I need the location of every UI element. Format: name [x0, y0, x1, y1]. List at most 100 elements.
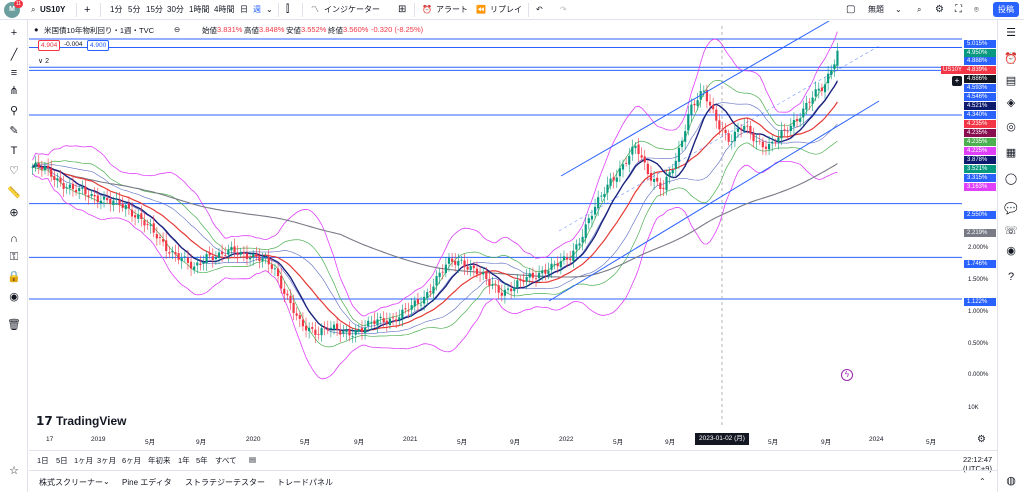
candle-body — [233, 246, 236, 253]
candle-body — [373, 320, 376, 325]
price-chart[interactable] — [29, 21, 996, 449]
range-3m[interactable]: 3ヶ月 — [97, 456, 117, 465]
candle-body — [99, 200, 103, 204]
help-icon[interactable]: ? — [1007, 271, 1015, 283]
lock-drawing-icon[interactable]: ⚿ — [9, 251, 19, 263]
dom-icon[interactable]: ◍ — [1006, 475, 1016, 487]
chat-bubble-icon[interactable]: ☏ — [1004, 225, 1018, 237]
heart-icon[interactable]: ♡ — [9, 165, 19, 177]
candle-type-icon[interactable]: ⫿ — [286, 4, 290, 15]
buy-price-button[interactable]: 4.900 — [87, 40, 110, 51]
candle-body — [370, 321, 373, 323]
trend-line-icon[interactable]: ╱ — [10, 49, 18, 61]
gear-icon[interactable]: ⚙ — [977, 434, 986, 445]
range-5d[interactable]: 5日 — [56, 456, 68, 465]
add-alert-plus-icon[interactable]: + — [952, 76, 962, 86]
interval-1w[interactable]: 週 — [253, 5, 261, 14]
range-all[interactable]: すべて — [215, 456, 237, 465]
pitchfork-icon[interactable]: ⋔ — [9, 85, 19, 97]
tab-stock-screener[interactable]: 株式スクリーナー — [39, 478, 103, 487]
star-icon[interactable]: ☆ — [9, 465, 19, 477]
alarm-clock-icon[interactable]: ⏰ — [422, 5, 432, 14]
eye-icon[interactable]: ◉ — [9, 291, 19, 303]
symbol-title[interactable]: 米国債10年物利回り・1週・TVC — [44, 26, 155, 35]
range-ytd[interactable]: 年初来 — [148, 456, 171, 465]
interval-1m[interactable]: 1分 — [110, 5, 123, 14]
crosshair-icon[interactable]: + — [10, 27, 18, 39]
range-1m[interactable]: 1ヶ月 — [74, 456, 94, 465]
chevron-down-icon[interactable]: ⊖ — [174, 25, 181, 34]
candle-body — [475, 268, 479, 275]
tab-trading-panel[interactable]: トレードパネル — [277, 478, 333, 487]
brush-icon[interactable]: ✎ — [9, 125, 19, 137]
chevron-down-icon[interactable]: ⌄ — [266, 5, 273, 14]
date-range-calendar-icon[interactable]: ▤ — [249, 455, 257, 464]
close-value: 3.560% — [343, 25, 369, 34]
tab-pine-editor[interactable]: Pine エディタ — [122, 478, 172, 487]
text-tool-icon[interactable]: T — [10, 145, 18, 157]
candle-body — [168, 252, 171, 254]
interval-30m[interactable]: 30分 — [167, 5, 184, 14]
interval-15m[interactable]: 15分 — [146, 5, 163, 14]
tab-strategy-tester[interactable]: ストラテジーテスター — [185, 478, 265, 487]
trash-icon[interactable]: 🗑 — [7, 319, 21, 331]
tradingview-logo[interactable]: 𝟭𝟳 TradingView — [36, 414, 127, 428]
publish-button[interactable]: 投稿 — [993, 2, 1019, 17]
candle-body — [127, 203, 130, 209]
chat-icon[interactable]: 💬 — [1004, 203, 1018, 215]
range-6m[interactable]: 6ヶ月 — [122, 456, 142, 465]
ruler-icon[interactable]: 📏 — [7, 187, 21, 199]
candle-body — [155, 233, 158, 239]
candle-body — [158, 237, 162, 238]
collapse-panel-icon[interactable]: ⌃ — [979, 477, 986, 486]
interval-4h[interactable]: 4時間 — [214, 5, 235, 14]
candle-body — [609, 178, 612, 186]
candle-body — [497, 285, 500, 293]
indicator-collapse-toggle[interactable]: ∨ 2 — [38, 58, 49, 65]
interval-1h[interactable]: 1時間 — [189, 5, 210, 14]
lock-icon[interactable]: 🔒 — [7, 271, 21, 283]
compare-symbol-button[interactable]: + — [84, 4, 91, 16]
clock-timezone[interactable]: 22:12:47 (UTC+9) — [963, 455, 993, 473]
layout-name-button[interactable]: 無題 — [868, 5, 884, 14]
data-window-icon[interactable]: ▤ — [1005, 75, 1017, 87]
gear-icon[interactable]: ⚙ — [935, 4, 944, 15]
quick-search-icon[interactable]: ⌕ — [917, 5, 922, 14]
ideas-icon[interactable]: ◯ — [1004, 173, 1018, 185]
calendar-icon[interactable]: ▦ — [1005, 147, 1017, 159]
hotlist-icon[interactable]: ◎ — [1006, 121, 1016, 133]
undo-icon[interactable]: ↶ — [536, 5, 543, 14]
pattern-icon[interactable]: ⚲ — [9, 105, 19, 117]
symbol-search-button[interactable]: US10Y — [40, 5, 66, 14]
alert-button[interactable]: アラート — [436, 5, 468, 14]
streams-icon[interactable]: ◉ — [1006, 245, 1016, 257]
chevron-down-icon[interactable]: ⌄ — [103, 477, 110, 486]
alarm-clock-icon[interactable]: ⏰ — [1004, 53, 1018, 65]
interval-1d[interactable]: 日 — [240, 5, 248, 14]
replay-button[interactable]: リプレイ — [490, 5, 522, 14]
layout-icon[interactable]: ▢ — [846, 4, 856, 15]
watchlist-icon[interactable]: ☰ — [1006, 27, 1016, 39]
indicators-icon[interactable]: 〽 — [311, 5, 319, 14]
layers-icon[interactable]: ◈ — [1006, 97, 1016, 109]
horizontal-lines-icon[interactable]: ≡ — [10, 67, 18, 79]
lightning-event-icon[interactable]: ϟ — [841, 369, 853, 381]
camera-icon[interactable]: ⌾ — [974, 5, 979, 14]
sell-price-button[interactable]: 4.904 — [38, 40, 61, 51]
candle-body — [152, 223, 155, 233]
replay-icon[interactable]: ⏪ — [476, 5, 486, 14]
magnet-icon[interactable]: ∩ — [10, 233, 18, 245]
range-1y[interactable]: 1年 — [178, 456, 190, 465]
range-5y[interactable]: 5年 — [196, 456, 208, 465]
redo-icon[interactable]: ↷ — [560, 5, 567, 14]
zoom-in-icon[interactable]: ⊕ — [9, 207, 19, 219]
templates-grid-icon[interactable]: ⊞ — [398, 4, 407, 15]
indicators-button[interactable]: インジケーター — [324, 5, 380, 14]
range-1d[interactable]: 1日 — [37, 456, 49, 465]
chevron-down-icon[interactable]: ⌄ — [895, 5, 902, 14]
fullscreen-icon[interactable]: ⛶ — [955, 4, 962, 15]
price-tick: 0.000% — [968, 372, 989, 378]
candle-body — [572, 250, 575, 261]
search-icon[interactable]: ⌕ — [31, 5, 36, 14]
interval-5m[interactable]: 5分 — [128, 5, 141, 14]
